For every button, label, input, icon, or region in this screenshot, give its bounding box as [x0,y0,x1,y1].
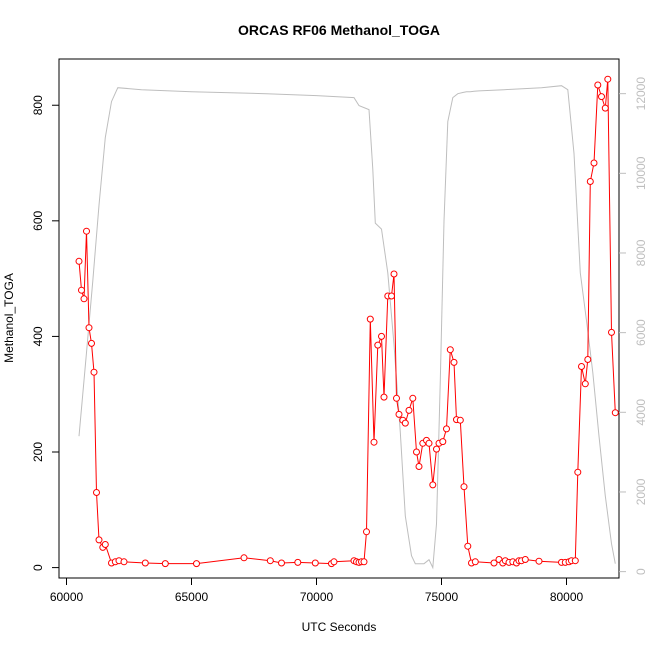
y2-tick-label: 10000 [634,156,648,190]
chart-title: ORCAS RF06 Methanol_TOGA [238,22,440,38]
data-point [456,416,464,424]
data-point [584,356,592,363]
data-point [278,559,285,567]
data-point [413,448,420,456]
data-point [88,339,95,347]
x-tick-label: 75000 [425,590,459,604]
data-point [83,227,90,235]
y2-axis: 0 2000 4000 6000 8000 10000 12000 [619,77,648,575]
data-point [401,419,409,427]
data-point [409,394,417,402]
data-point [101,541,109,548]
data-point [611,409,619,417]
plot-frame [58,58,620,579]
data-point [604,75,612,83]
data-point [608,328,615,336]
data-point [586,178,594,185]
data-point [380,393,388,401]
data-point [581,380,589,388]
data-point [330,558,338,566]
data-point [85,324,93,332]
data-point [598,93,605,101]
data-point [370,438,378,446]
data-point [93,489,100,496]
x-axis: 60000 65000 70000 75000 80000 [50,578,584,604]
data-point [360,558,368,566]
y2-tick-label: 4000 [634,399,648,426]
data-point [433,445,440,453]
data-point [363,528,370,536]
data-point [594,81,602,89]
data-point [490,559,498,567]
data-point [141,559,149,567]
y-tick-label: 200 [31,442,45,462]
data-point [311,559,319,567]
data-point [393,394,400,402]
series-line-secondary [78,85,616,570]
y2-tick-label: 6000 [634,319,648,346]
data-point [443,425,450,433]
data-point [521,556,529,563]
data-point [446,346,454,354]
data-point [571,557,579,565]
y2-tick-label: 8000 [634,239,648,266]
data-point [78,286,85,294]
data-point [460,483,468,491]
data-point [366,315,374,323]
data-point [429,481,437,489]
y-tick-label: 400 [31,326,45,346]
data-point [378,332,385,340]
data-point [161,560,169,568]
data-point [120,558,128,566]
data-point [578,363,585,370]
y-tick-label: 600 [31,210,45,230]
data-point [266,557,274,565]
y2-tick-label: 12000 [634,77,648,111]
data-point [388,292,395,300]
data-point [535,557,543,565]
data-point [390,270,398,278]
x-axis-label: UTC Seconds [302,620,377,634]
data-point [439,438,447,446]
data-point [193,560,200,568]
data-point [574,468,582,476]
data-point [75,257,83,265]
data-point [601,104,609,112]
x-tick-label: 60000 [50,590,84,604]
data-point [90,368,98,376]
data-point [464,542,472,550]
x-tick-label: 70000 [300,590,334,604]
data-point [395,410,403,418]
data-point [95,536,103,544]
series-points-methanol [75,75,619,568]
y2-tick-label: 0 [634,568,648,575]
data-point [471,558,479,566]
y-axis: 0 200 400 600 800 [31,95,59,571]
data-point [294,558,302,566]
data-point [405,406,413,414]
x-tick-label: 80000 [550,590,584,604]
x-tick-label: 65000 [175,590,209,604]
y-axis-label: Methanol_TOGA [2,273,16,363]
data-point [425,439,433,447]
data-point [415,463,423,470]
y2-tick-label: 2000 [634,478,648,505]
data-point [450,358,458,366]
y-tick-label: 0 [31,564,45,571]
data-point [374,341,382,349]
data-point [80,295,88,303]
y-tick-label: 800 [31,95,45,115]
data-point [590,159,598,167]
data-point [240,554,248,562]
